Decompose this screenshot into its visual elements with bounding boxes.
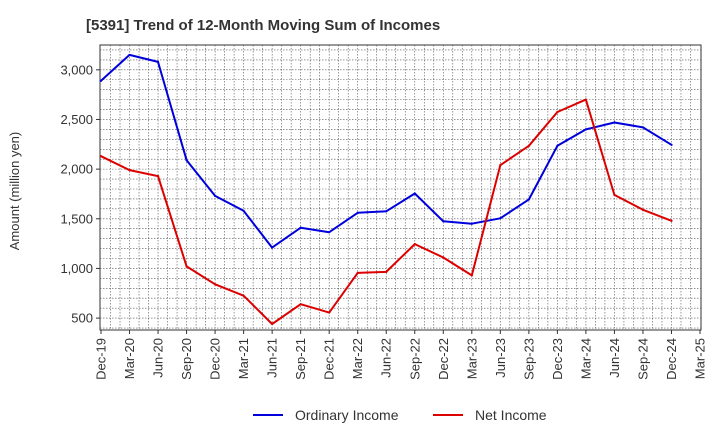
data-point [128, 53, 131, 57]
data-point [328, 231, 331, 234]
x-tick-label: Dec-23 [550, 338, 565, 380]
data-point [156, 60, 160, 63]
data-point [527, 144, 530, 147]
x-tick-label: Mar-21 [236, 338, 251, 379]
x-tick-label: Dec-21 [322, 338, 337, 380]
x-tick-label: Dec-22 [436, 338, 451, 380]
data-point [641, 126, 645, 129]
data-point [242, 294, 245, 297]
y-axis-label: Amount (million yen) [7, 132, 22, 251]
x-tick-label: Dec-24 [664, 338, 679, 380]
data-point [584, 128, 588, 131]
x-tick-label: Mar-22 [350, 338, 365, 379]
x-tick-label: Sep-24 [635, 338, 650, 380]
data-point [299, 226, 302, 229]
x-tick-label: Sep-21 [293, 338, 308, 380]
x-tick-label: Jun-21 [265, 338, 280, 378]
x-tick-label: Sep-23 [521, 338, 536, 380]
data-point [670, 143, 673, 146]
data-point [356, 271, 359, 275]
data-point [271, 322, 274, 326]
data-point [613, 121, 616, 124]
data-point [442, 256, 445, 259]
x-tick-label: Mar-23 [464, 338, 479, 379]
data-point [213, 194, 217, 198]
data-point [128, 169, 131, 172]
data-point [499, 217, 502, 220]
legend-label: Ordinary Income [295, 407, 399, 423]
plot-area [99, 44, 702, 331]
data-point [185, 265, 188, 268]
data-point [527, 198, 530, 201]
data-point [556, 144, 559, 147]
y-tick-label: 1,000 [60, 261, 93, 276]
data-point [99, 155, 103, 158]
data-point [670, 219, 673, 222]
data-point [470, 274, 473, 277]
legend: Ordinary Income Net Income [253, 407, 547, 423]
x-axis-ticks: Dec-19 Mar-20 Jun-20 Sep-20 Dec-20 Mar-21 Jun-… [94, 330, 708, 380]
data-point [641, 208, 645, 211]
data-point [385, 270, 388, 274]
x-tick-label: Mar-24 [578, 338, 593, 379]
data-point [499, 164, 502, 167]
data-point [385, 210, 388, 213]
data-point [413, 192, 416, 195]
data-point [328, 311, 331, 314]
data-point [356, 211, 359, 214]
data-point [442, 220, 445, 223]
data-point [556, 110, 559, 114]
y-tick-label: 1,500 [60, 211, 93, 226]
data-point [271, 246, 274, 249]
legend-label: Net Income [475, 407, 547, 423]
y-tick-label: 3,000 [60, 62, 93, 77]
x-tick-label: Sep-20 [179, 338, 194, 380]
x-tick-label: Sep-22 [407, 338, 422, 380]
data-point [185, 159, 188, 162]
data-point [299, 303, 302, 306]
x-tick-label: Jun-22 [379, 338, 394, 378]
data-point [584, 98, 588, 101]
x-tick-label: Jun-23 [493, 338, 508, 378]
y-tick-label: 2,500 [60, 112, 93, 127]
grid-lines [100, 45, 701, 330]
x-tick-label: Jun-20 [151, 338, 166, 378]
data-point [99, 79, 103, 82]
data-point [156, 174, 160, 178]
x-tick-label: Mar-20 [122, 338, 137, 379]
x-tick-label: Mar-25 [693, 338, 708, 379]
y-axis-ticks: 500 1,000 1,500 2,000 2,500 3,000 [60, 62, 100, 326]
x-tick-label: Jun-24 [607, 338, 622, 378]
chart-title: [5391] Trend of 12-Month Moving Sum of I… [86, 17, 440, 34]
x-tick-label: Dec-19 [94, 338, 109, 380]
data-point [470, 222, 473, 225]
data-point [242, 209, 245, 212]
data-point [413, 243, 416, 246]
data-point [213, 283, 217, 286]
data-point [613, 193, 616, 197]
y-tick-label: 500 [71, 311, 93, 326]
series-lines [99, 53, 673, 326]
y-tick-label: 2,000 [60, 162, 93, 177]
x-tick-label: Dec-20 [208, 338, 223, 380]
